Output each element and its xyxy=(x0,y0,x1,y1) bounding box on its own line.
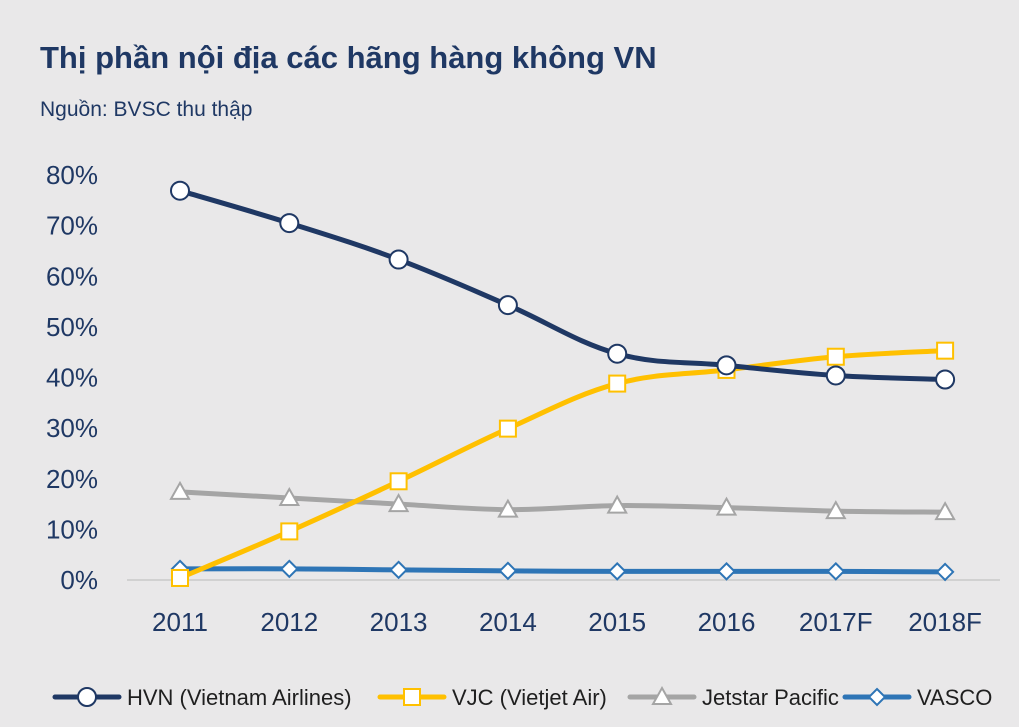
data-point-vasco xyxy=(717,561,736,581)
data-point-vjc-vietjet-air xyxy=(826,347,845,366)
chart-title: Thị phần nội địa các hãng hàng không VN xyxy=(40,40,657,75)
data-point-jetstar-pacific xyxy=(715,496,738,516)
y-tick-label: 40% xyxy=(46,363,98,393)
data-point-hvn-vietnam-airlines xyxy=(716,355,737,376)
data-point-hvn-vietnam-airlines xyxy=(388,249,409,270)
legend-label-vasco: VASCO xyxy=(917,685,992,710)
series-line-jetstar-pacific xyxy=(177,489,948,515)
data-point-jetstar-pacific xyxy=(934,501,956,521)
data-point-hvn-vietnam-airlines xyxy=(935,369,956,390)
data-point-vasco xyxy=(935,562,955,582)
x-tick-label: 2018F xyxy=(908,607,982,637)
y-tick-label: 70% xyxy=(46,211,98,241)
data-point-vjc-vietjet-air xyxy=(936,341,955,360)
data-point-vjc-vietjet-air xyxy=(389,472,408,491)
data-point-jetstar-pacific xyxy=(169,480,191,500)
x-tick-label: 2013 xyxy=(370,607,428,637)
x-tick-label: 2014 xyxy=(479,607,537,637)
y-tick-label: 60% xyxy=(46,261,98,291)
x-tick-label: 2017F xyxy=(799,607,873,637)
data-point-hvn-vietnam-airlines xyxy=(279,213,300,234)
data-point-vasco xyxy=(607,561,627,581)
data-point-hvn-vietnam-airlines xyxy=(607,343,628,364)
series-line-vasco xyxy=(177,566,948,575)
x-tick-label: 2012 xyxy=(260,607,318,637)
legend-label-hvn-vietnam-airlines: HVN (Vietnam Airlines) xyxy=(127,685,352,710)
series-line-vjc-vietjet-air xyxy=(177,348,948,581)
data-point-jetstar-pacific xyxy=(387,493,410,513)
x-tick-label: 2011 xyxy=(152,607,208,637)
y-tick-label: 20% xyxy=(46,464,98,494)
x-tick-label: 2016 xyxy=(698,607,756,637)
legend-label-vjc-vietjet-air: VJC (Vietjet Air) xyxy=(452,685,607,710)
legend-marker-jetstar-pacific xyxy=(651,685,673,705)
x-tick-label: 2015 xyxy=(588,607,646,637)
data-point-hvn-vietnam-airlines xyxy=(497,295,518,316)
data-point-hvn-vietnam-airlines xyxy=(170,180,190,201)
data-point-vasco xyxy=(389,560,409,580)
data-point-hvn-vietnam-airlines xyxy=(825,365,846,386)
series-line-hvn-vietnam-airlines xyxy=(177,188,948,383)
legend-label-jetstar-pacific: Jetstar Pacific xyxy=(702,685,839,710)
chart-subtitle: Nguồn: BVSC thu thập xyxy=(40,98,253,121)
y-tick-label: 10% xyxy=(46,514,98,544)
data-point-vjc-vietjet-air xyxy=(498,419,517,438)
data-point-vasco xyxy=(826,561,846,581)
data-point-vjc-vietjet-air xyxy=(608,374,627,393)
legend-marker-vasco xyxy=(867,687,887,707)
data-point-jetstar-pacific xyxy=(497,498,519,518)
data-point-vasco xyxy=(279,559,299,579)
y-tick-label: 50% xyxy=(46,312,98,342)
data-point-vjc-vietjet-air xyxy=(171,568,189,587)
legend-marker-vjc-vietjet-air xyxy=(403,688,421,706)
data-point-vjc-vietjet-air xyxy=(280,522,299,541)
y-tick-label: 30% xyxy=(46,413,98,443)
data-point-jetstar-pacific xyxy=(278,486,301,506)
y-tick-label: 0% xyxy=(60,565,98,595)
data-point-vasco xyxy=(498,561,518,581)
data-point-jetstar-pacific xyxy=(825,500,847,520)
legend-marker-hvn-vietnam-airlines xyxy=(77,687,97,707)
data-point-jetstar-pacific xyxy=(606,494,628,514)
y-tick-label: 80% xyxy=(46,160,98,190)
